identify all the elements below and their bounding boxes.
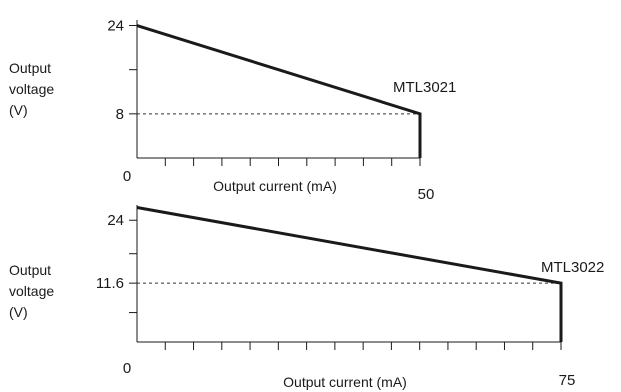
series-label: MTL3022 [541, 259, 604, 276]
x-axis-title: Output current (mA) [213, 178, 337, 194]
series-line [136, 206, 563, 342]
series-line [136, 24, 422, 158]
series-label: MTL3021 [393, 79, 456, 96]
y-tick-label: 11.6 [96, 275, 124, 292]
chart-mtl3022: 11.6 24 0 75 Output current (mA) Output voltag… [9, 205, 604, 390]
chart-mtl3021: 8 24 0 50 Output current (mA) Output voltage (V… [9, 18, 456, 203]
y-axis-title-line: Output [9, 262, 51, 278]
y-tick-label: 24 [107, 212, 124, 229]
x-tick-label: 0 [123, 168, 131, 185]
y-axis-title-line: (V) [9, 102, 28, 118]
y-axis-title-line: Output [9, 60, 51, 76]
x-tick-label: 0 [123, 360, 131, 377]
y-axis-title-line: (V) [9, 304, 28, 320]
x-tick-label: 75 [559, 372, 576, 389]
y-tick-label: 8 [116, 106, 124, 123]
y-tick-label: 24 [107, 18, 124, 35]
x-axis-title: Output current (mA) [283, 374, 407, 390]
x-tick-label: 50 [418, 186, 435, 203]
y-axis-title-line: voltage [9, 283, 54, 299]
y-axis-title-line: voltage [9, 81, 54, 97]
